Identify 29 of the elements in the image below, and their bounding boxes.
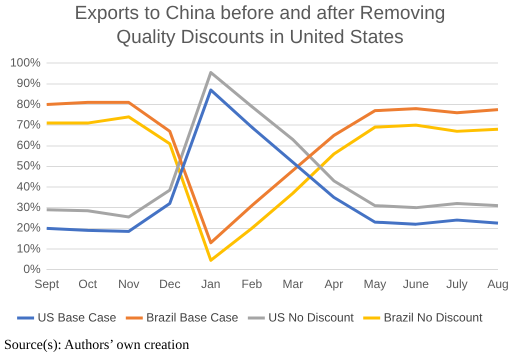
y-tick-label: 90% <box>16 76 42 90</box>
x-tick-label: June <box>402 277 430 292</box>
y-tick-label: 10% <box>16 241 42 256</box>
x-tick-label: May <box>364 277 386 292</box>
x-tick-label: Nov <box>118 277 140 292</box>
y-tick-label: 50% <box>16 158 42 173</box>
y-tick-label: 70% <box>16 117 42 132</box>
legend-label: US No Discount <box>268 310 354 324</box>
y-tick-label: 60% <box>16 138 42 152</box>
legend-label: US Base Case <box>38 310 117 324</box>
x-tick-label: Mar <box>282 277 304 292</box>
x-tick-label: July <box>446 277 468 292</box>
x-tick-label: Sept <box>34 277 60 292</box>
y-tick-label: 30% <box>16 200 42 214</box>
legend-label: Brazil No Discount <box>384 310 484 324</box>
y-tick-label: 100% <box>10 56 42 70</box>
x-tick-label: Aug <box>487 277 509 292</box>
y-tick-label: 40% <box>16 179 42 194</box>
y-tick-label: 0% <box>23 262 42 276</box>
x-tick-label: Feb <box>241 277 262 292</box>
y-tick-label: 80% <box>16 96 42 111</box>
y-tick-label: 20% <box>16 220 42 235</box>
chart-title: Exports to China before and after Removing Quality Discounts in United States <box>74 2 446 50</box>
x-tick-label: Apr <box>324 277 344 292</box>
x-tick-label: Jan <box>201 277 220 292</box>
x-tick-label: Dec <box>159 277 180 292</box>
source-note: Source(s): Authors’ own creation <box>4 338 190 354</box>
legend-label: Brazil Base Case <box>146 310 239 324</box>
x-tick-label: Oct <box>78 277 98 292</box>
